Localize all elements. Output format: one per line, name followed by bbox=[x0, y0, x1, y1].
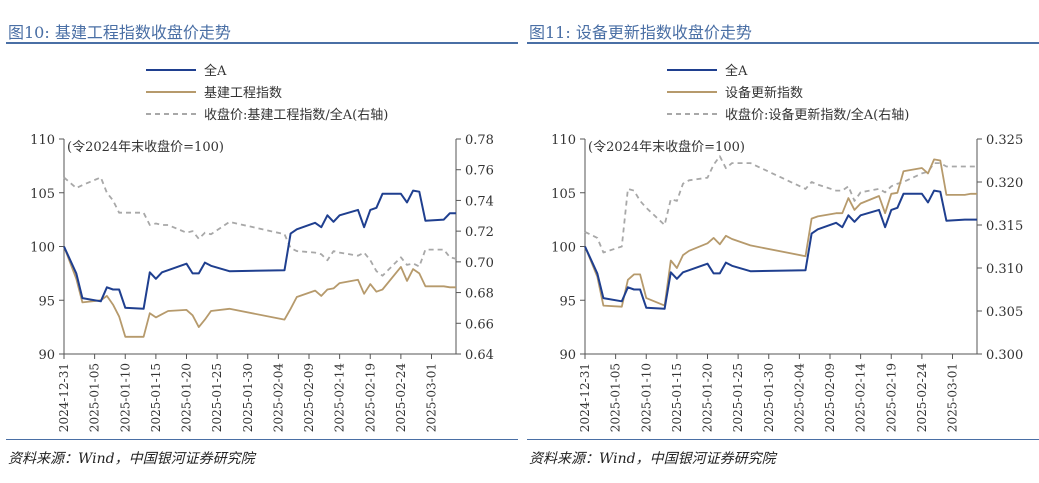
x-tick-label: 2025-01-20 bbox=[180, 363, 194, 432]
source-note: 资料来源：Wind，中国银河证券研究院 bbox=[8, 451, 255, 467]
x-tick-label: 2025-01-25 bbox=[731, 363, 745, 432]
x-tick-label: 2025-01-10 bbox=[118, 363, 132, 432]
x-tick-label: 2025-02-14 bbox=[854, 363, 868, 433]
series-line-ratio bbox=[584, 155, 977, 254]
right-y-tick-label: 0.70 bbox=[465, 256, 494, 271]
right-y-tick-label: 0.310 bbox=[986, 262, 1023, 277]
source-note: 资料来源：Wind，中国银河证券研究院 bbox=[529, 451, 776, 467]
chart-annotation: (令2024年末收盘价=100) bbox=[67, 139, 224, 155]
x-tick-label: 2025-01-25 bbox=[210, 363, 224, 432]
x-tick-label: 2025-01-20 bbox=[701, 363, 715, 432]
left-y-tick-label: 95 bbox=[38, 294, 55, 309]
x-tick-label: 2025-01-10 bbox=[639, 363, 653, 432]
chart-panel-infrastructure: 图10: 基建工程指数收盘价走势 全A 基建工程指数收盘价:基建工程指数/全A(右… bbox=[6, 0, 518, 483]
series-line-sector-index bbox=[584, 158, 977, 308]
legend-label: 基建工程指数 bbox=[204, 86, 282, 101]
x-tick-label: 2025-02-24 bbox=[915, 363, 929, 433]
left-y-tick-label: 95 bbox=[559, 294, 576, 309]
x-tick-label: 2025-01-05 bbox=[609, 363, 623, 432]
line-chart-equipment: 全A 设备更新指数收盘价:设备更新指数/全A(右轴) 90 95 100 105 110 0.… bbox=[551, 63, 1023, 433]
x-tick-label: 2025-03-01 bbox=[425, 363, 439, 432]
figure-title: 图10: 基建工程指数收盘价走势 bbox=[8, 23, 231, 42]
figure-title: 图11: 设备更新指数收盘价走势 bbox=[529, 23, 752, 42]
line-chart-infrastructure: 全A 基建工程指数收盘价:基建工程指数/全A(右轴) 90 95 100 105 110 0.… bbox=[30, 63, 494, 433]
x-tick-label: 2025-03-01 bbox=[946, 363, 960, 432]
title-divider bbox=[527, 42, 1039, 44]
right-y-tick-label: 0.74 bbox=[465, 194, 494, 209]
right-y-tick-label: 0.66 bbox=[465, 317, 494, 332]
chart-annotation: (令2024年末收盘价=100) bbox=[588, 139, 745, 155]
right-y-tick-label: 0.320 bbox=[986, 176, 1023, 191]
title-divider bbox=[6, 42, 518, 44]
source-divider bbox=[6, 439, 518, 440]
right-y-tick-label: 0.68 bbox=[465, 287, 494, 302]
left-y-tick-label: 110 bbox=[551, 133, 576, 148]
right-y-tick-label: 0.315 bbox=[986, 219, 1023, 234]
legend-label: 全A bbox=[204, 63, 227, 79]
right-y-tick-label: 0.305 bbox=[986, 305, 1023, 320]
right-y-tick-label: 0.300 bbox=[986, 348, 1023, 363]
series-line-sector-index bbox=[63, 246, 456, 338]
x-tick-label: 2025-02-09 bbox=[823, 363, 837, 432]
left-y-tick-label: 105 bbox=[30, 187, 55, 202]
series-line-all-a bbox=[584, 189, 977, 310]
x-tick-label: 2025-02-19 bbox=[884, 363, 898, 432]
legend-label: 全A bbox=[725, 63, 748, 79]
right-y-tick-label: 0.325 bbox=[986, 133, 1023, 148]
left-y-tick-label: 90 bbox=[38, 348, 55, 363]
x-tick-label: 2025-01-30 bbox=[762, 363, 776, 432]
x-tick-label: 2024-12-31 bbox=[578, 363, 592, 432]
left-y-tick-label: 105 bbox=[551, 187, 576, 202]
x-tick-label: 2025-02-19 bbox=[363, 363, 377, 432]
left-y-tick-label: 90 bbox=[559, 348, 576, 363]
right-y-tick-label: 0.72 bbox=[465, 225, 494, 240]
x-tick-label: 2025-02-04 bbox=[271, 363, 285, 433]
x-tick-label: 2025-02-14 bbox=[333, 363, 347, 433]
left-y-tick-label: 100 bbox=[551, 241, 576, 256]
x-tick-label: 2025-01-30 bbox=[241, 363, 255, 432]
right-y-tick-label: 0.64 bbox=[465, 348, 494, 363]
source-divider bbox=[527, 439, 1039, 440]
right-y-tick-label: 0.76 bbox=[465, 164, 494, 179]
x-tick-label: 2025-02-04 bbox=[792, 363, 806, 433]
x-tick-label: 2025-02-24 bbox=[394, 363, 408, 433]
legend-label: 收盘价:基建工程指数/全A(右轴) bbox=[204, 107, 388, 123]
series-line-all-a bbox=[63, 189, 456, 310]
legend-label: 设备更新指数 bbox=[725, 85, 803, 101]
x-tick-label: 2024-12-31 bbox=[57, 363, 71, 432]
legend-label: 收盘价:设备更新指数/全A(右轴) bbox=[725, 107, 909, 123]
left-y-tick-label: 110 bbox=[30, 133, 55, 148]
x-tick-label: 2025-01-15 bbox=[149, 363, 163, 432]
series-line-ratio bbox=[63, 176, 457, 277]
right-y-tick-label: 0.78 bbox=[465, 133, 494, 148]
x-tick-label: 2025-01-05 bbox=[88, 363, 102, 432]
chart-panel-equipment: 图11: 设备更新指数收盘价走势 全A 设备更新指数收盘价:设备更新指数/全A(右… bbox=[527, 0, 1039, 483]
x-tick-label: 2025-02-09 bbox=[302, 363, 316, 432]
left-y-tick-label: 100 bbox=[30, 241, 55, 256]
x-tick-label: 2025-01-15 bbox=[670, 363, 684, 432]
